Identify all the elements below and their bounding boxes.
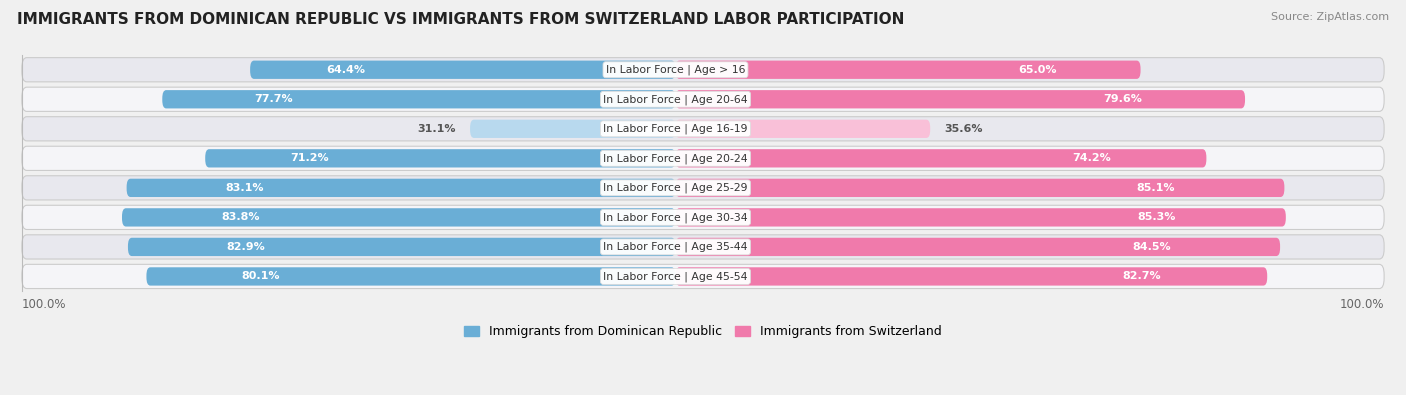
Legend: Immigrants from Dominican Republic, Immigrants from Switzerland: Immigrants from Dominican Republic, Immi… (460, 320, 946, 343)
Text: In Labor Force | Age 16-19: In Labor Force | Age 16-19 (603, 124, 748, 134)
FancyBboxPatch shape (675, 238, 1279, 256)
FancyBboxPatch shape (675, 90, 1246, 108)
Text: 82.7%: 82.7% (1122, 271, 1161, 282)
Text: In Labor Force | Age 20-24: In Labor Force | Age 20-24 (603, 153, 748, 164)
Text: In Labor Force | Age 45-54: In Labor Force | Age 45-54 (603, 271, 748, 282)
Text: 64.4%: 64.4% (326, 65, 366, 75)
Text: In Labor Force | Age 25-29: In Labor Force | Age 25-29 (603, 182, 748, 193)
Text: In Labor Force | Age 35-44: In Labor Force | Age 35-44 (603, 242, 748, 252)
Text: 79.6%: 79.6% (1104, 94, 1143, 104)
FancyBboxPatch shape (675, 267, 1267, 286)
FancyBboxPatch shape (22, 235, 1384, 259)
Text: 74.2%: 74.2% (1073, 153, 1111, 163)
Text: Source: ZipAtlas.com: Source: ZipAtlas.com (1271, 12, 1389, 22)
FancyBboxPatch shape (470, 120, 675, 138)
FancyBboxPatch shape (22, 117, 1384, 141)
FancyBboxPatch shape (205, 149, 675, 167)
FancyBboxPatch shape (22, 146, 1384, 170)
FancyBboxPatch shape (22, 58, 1384, 82)
FancyBboxPatch shape (675, 149, 1206, 167)
Text: 77.7%: 77.7% (254, 94, 294, 104)
FancyBboxPatch shape (22, 176, 1384, 200)
Text: 83.1%: 83.1% (225, 183, 264, 193)
Text: 82.9%: 82.9% (226, 242, 266, 252)
Text: In Labor Force | Age 20-64: In Labor Force | Age 20-64 (603, 94, 748, 105)
Text: 80.1%: 80.1% (242, 271, 280, 282)
Text: 83.8%: 83.8% (222, 213, 260, 222)
Text: 85.3%: 85.3% (1137, 213, 1175, 222)
FancyBboxPatch shape (675, 208, 1286, 227)
FancyBboxPatch shape (22, 87, 1384, 111)
Text: In Labor Force | Age 30-34: In Labor Force | Age 30-34 (603, 212, 748, 223)
FancyBboxPatch shape (162, 90, 675, 108)
FancyBboxPatch shape (250, 60, 675, 79)
FancyBboxPatch shape (22, 205, 1384, 229)
Text: 71.2%: 71.2% (290, 153, 329, 163)
FancyBboxPatch shape (675, 179, 1285, 197)
FancyBboxPatch shape (127, 179, 675, 197)
Text: 100.0%: 100.0% (1340, 298, 1384, 311)
Text: In Labor Force | Age > 16: In Labor Force | Age > 16 (606, 64, 745, 75)
FancyBboxPatch shape (122, 208, 675, 227)
FancyBboxPatch shape (128, 238, 675, 256)
FancyBboxPatch shape (146, 267, 675, 286)
Text: 100.0%: 100.0% (22, 298, 66, 311)
Text: 84.5%: 84.5% (1133, 242, 1171, 252)
Text: 35.6%: 35.6% (943, 124, 983, 134)
Text: 65.0%: 65.0% (1018, 65, 1057, 75)
Text: 31.1%: 31.1% (418, 124, 457, 134)
FancyBboxPatch shape (22, 264, 1384, 289)
FancyBboxPatch shape (675, 120, 931, 138)
Text: 85.1%: 85.1% (1136, 183, 1175, 193)
Text: IMMIGRANTS FROM DOMINICAN REPUBLIC VS IMMIGRANTS FROM SWITZERLAND LABOR PARTICIP: IMMIGRANTS FROM DOMINICAN REPUBLIC VS IM… (17, 12, 904, 27)
FancyBboxPatch shape (675, 60, 1140, 79)
